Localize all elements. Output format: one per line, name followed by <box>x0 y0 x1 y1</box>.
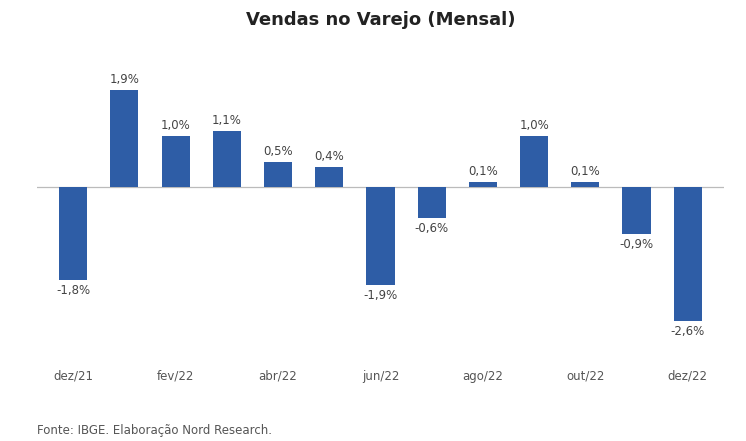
Text: 0,1%: 0,1% <box>468 165 498 178</box>
Bar <box>571 183 600 187</box>
Bar <box>161 136 189 187</box>
Title: Vendas no Varejo (Mensal): Vendas no Varejo (Mensal) <box>245 11 515 29</box>
Text: 0,4%: 0,4% <box>314 150 344 163</box>
Text: 1,1%: 1,1% <box>212 114 242 127</box>
Text: 0,5%: 0,5% <box>263 145 293 158</box>
Text: 1,0%: 1,0% <box>160 119 190 132</box>
Bar <box>59 187 87 280</box>
Text: 1,0%: 1,0% <box>519 119 549 132</box>
Text: -0,9%: -0,9% <box>619 238 653 250</box>
Bar <box>418 187 446 218</box>
Text: Fonte: IBGE. Elaboração Nord Research.: Fonte: IBGE. Elaboração Nord Research. <box>37 424 272 437</box>
Text: -1,9%: -1,9% <box>363 289 398 302</box>
Bar <box>315 167 343 187</box>
Bar <box>622 187 651 234</box>
Text: 1,9%: 1,9% <box>110 73 140 86</box>
Text: -2,6%: -2,6% <box>671 325 705 338</box>
Bar <box>110 90 139 187</box>
Bar <box>213 131 241 187</box>
Bar <box>468 183 497 187</box>
Text: -1,8%: -1,8% <box>56 284 90 297</box>
Text: 0,1%: 0,1% <box>571 165 601 178</box>
Bar <box>366 187 395 285</box>
Bar <box>674 187 702 321</box>
Text: -0,6%: -0,6% <box>415 222 449 235</box>
Bar <box>520 136 548 187</box>
Bar <box>264 162 292 187</box>
